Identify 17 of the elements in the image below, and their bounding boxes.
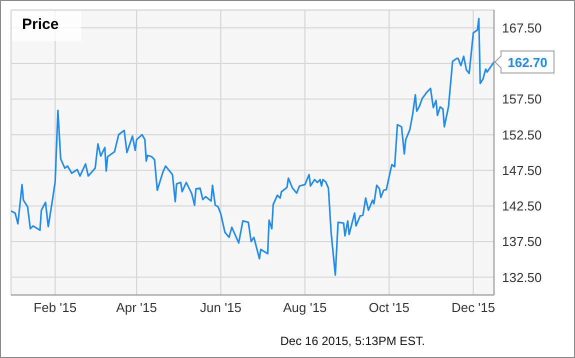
- y-tick-label: 152.50: [502, 127, 542, 142]
- y-tick-label: 157.50: [502, 92, 542, 107]
- x-tick-label: Oct '15: [368, 300, 410, 316]
- annotation: 162.70: [508, 55, 548, 70]
- text: Dec 16 2015, 5:13PM EST.: [280, 334, 425, 348]
- y-tick-label: 147.50: [502, 162, 542, 178]
- y-tick-label: 142.50: [502, 198, 542, 214]
- x-tick-label: Feb '15: [34, 300, 77, 316]
- y-tick-label: 167.50: [502, 20, 542, 36]
- chart-title: Price: [12, 11, 81, 41]
- line-series: [11, 18, 494, 276]
- y-tick-label: 137.50: [502, 234, 542, 250]
- x-tick-label: Aug '15: [283, 300, 327, 316]
- x-tick-label: Jun '15: [200, 300, 242, 316]
- x-tick-label: Dec '15: [451, 300, 496, 316]
- x-tick-label: Apr '15: [116, 300, 157, 316]
- y-tick-label: 132.50: [502, 270, 542, 285]
